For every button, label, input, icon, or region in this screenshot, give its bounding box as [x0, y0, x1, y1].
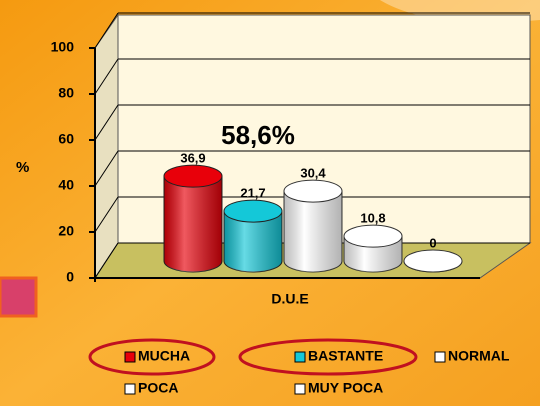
legend-swatch	[124, 351, 136, 363]
data-label: 36,9	[180, 151, 205, 166]
legend-label: POCA	[138, 380, 178, 396]
cylinder-top	[163, 164, 223, 188]
legend-label: NORMAL	[448, 348, 510, 364]
grid-line	[94, 196, 119, 233]
data-label: 10,8	[360, 211, 385, 226]
y-tick-label: 60	[58, 131, 74, 147]
legend-swatch	[434, 351, 446, 363]
legend-label: MUCHA	[138, 348, 190, 364]
legend-label: MUY POCA	[308, 380, 383, 396]
cylinder-shade	[284, 191, 342, 272]
decor-square	[0, 276, 38, 318]
grid-line	[94, 58, 119, 95]
data-label: 30,4	[300, 166, 326, 181]
cylinder-shade	[224, 211, 282, 272]
y-tick-label: 40	[58, 177, 74, 193]
data-label: 21,7	[240, 186, 265, 201]
grid-line	[94, 104, 119, 141]
y-tick-label: 100	[51, 39, 75, 55]
y-tick-label: 0	[66, 269, 74, 285]
cylinder-top	[343, 224, 403, 248]
grid-line	[94, 242, 119, 279]
annotation: 58,6%	[221, 120, 295, 150]
cylinder-shade	[164, 176, 222, 272]
cylinder-top	[283, 179, 343, 203]
legend-label: BASTANTE	[308, 348, 383, 364]
y-tick-label: 20	[58, 223, 74, 239]
highlight-ellipse	[238, 338, 418, 376]
y-tick-label: 80	[58, 85, 74, 101]
highlight-ellipse	[88, 338, 216, 376]
legend-swatch	[294, 351, 306, 363]
data-label: 0	[429, 235, 436, 250]
x-tick-label: D.U.E	[271, 291, 308, 307]
legend-swatch	[294, 383, 306, 395]
cylinder-top	[223, 199, 283, 223]
cylinder-top	[403, 249, 463, 273]
grid-line	[94, 12, 119, 49]
legend-swatch	[124, 383, 136, 395]
y-axis-label: %	[16, 159, 29, 176]
side-wall	[94, 13, 119, 280]
grid-line	[94, 150, 119, 187]
